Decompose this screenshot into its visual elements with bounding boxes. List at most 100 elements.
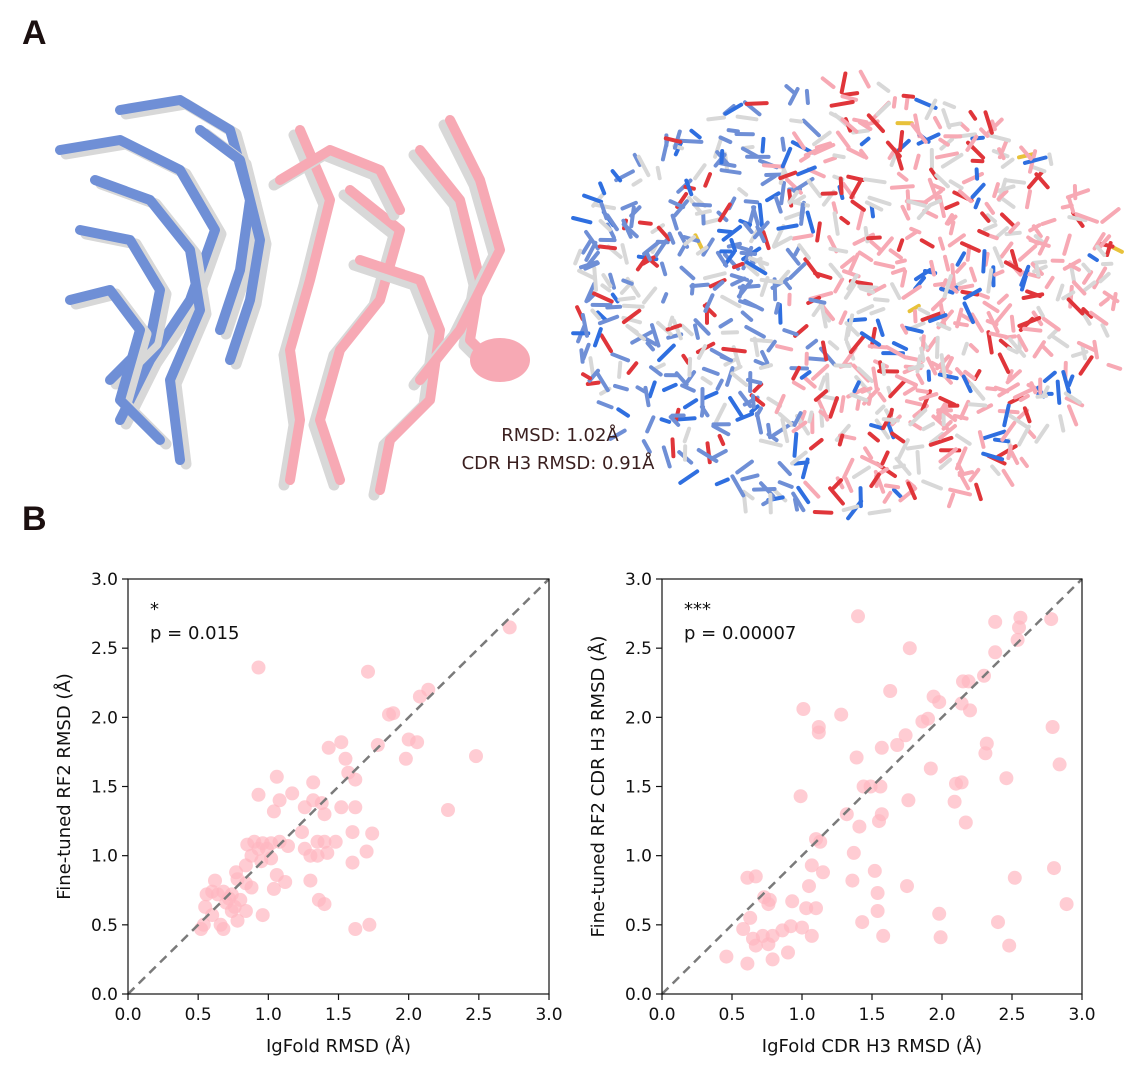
residue-stick (631, 178, 643, 187)
residue-stick (938, 424, 957, 440)
residue-stick (788, 262, 807, 280)
residue-stick (760, 136, 766, 154)
residue-stick (672, 199, 689, 218)
scatter-point (765, 928, 780, 943)
residue-stick (905, 444, 925, 451)
residue-stick (906, 199, 927, 208)
residue-stick (641, 439, 652, 454)
residue-stick (610, 292, 620, 304)
y-tick-label: 1.0 (91, 847, 118, 867)
scatter-point (224, 904, 239, 918)
residue-stick (901, 284, 922, 300)
residue-stick (777, 461, 792, 476)
residue-stick (956, 462, 965, 475)
x-tick-label: 0.0 (648, 1005, 675, 1025)
heavy-chain-ribbon (195, 125, 265, 365)
panel-label-b: B (22, 500, 47, 538)
residue-stick (1006, 346, 1019, 355)
heavy-chain-ribbon (115, 95, 255, 335)
residue-stick (869, 239, 882, 252)
residue-stick (766, 422, 772, 440)
scatter-point (961, 674, 976, 689)
residue-stick (809, 438, 824, 451)
residue-stick (1095, 244, 1107, 257)
residue-stick (749, 404, 760, 414)
residue-stick (936, 402, 949, 415)
residue-stick (871, 366, 879, 391)
scatter-chart-overall-rmsd: 0.0 0.5 1.0 1.5 2.0 2.5 3.0 0.0 0.5 1.0 1.5 2.0 2.5 3… (53, 570, 563, 1057)
residue-stick (751, 205, 760, 227)
residue-stick (780, 136, 786, 152)
residue-stick (694, 209, 712, 216)
residue-stick (941, 420, 953, 431)
residue-stick (1010, 249, 1019, 269)
residue-stick (925, 336, 938, 353)
residue-stick (1018, 394, 1030, 402)
scatter-point (502, 620, 517, 635)
residue-stick (1000, 421, 1017, 442)
residue-stick (785, 177, 803, 195)
scatter-point (412, 689, 427, 704)
residue-stick (1006, 412, 1028, 429)
residue-stick (942, 274, 953, 299)
residue-stick (940, 152, 964, 169)
residue-stick (637, 220, 653, 226)
residue-stick (928, 435, 954, 447)
residue-stick (888, 378, 908, 399)
residue-stick (926, 369, 932, 382)
residue-stick (715, 378, 724, 391)
scatter-point (334, 800, 349, 815)
residue-stick (792, 194, 807, 205)
residue-stick (852, 380, 861, 394)
scatter-point (266, 881, 281, 896)
residue-stick (1028, 223, 1042, 233)
residue-stick (793, 497, 799, 512)
residue-stick (632, 152, 642, 167)
residue-stick (982, 300, 1000, 314)
scatter-point (867, 863, 882, 878)
scatter-point (811, 725, 826, 740)
scatter-point (297, 800, 312, 815)
residue-stick (1005, 369, 1022, 385)
scatter-point (469, 749, 483, 764)
residue-stick (758, 363, 773, 370)
residue-stick (1029, 164, 1047, 174)
scatter-point (1010, 632, 1025, 647)
residue-stick (792, 432, 799, 458)
residue-stick (833, 363, 852, 368)
residue-stick (811, 302, 823, 317)
residue-stick (923, 189, 943, 205)
residue-stick (656, 320, 673, 337)
residue-stick (876, 236, 894, 256)
scatter-point (783, 919, 798, 934)
residue-stick (867, 195, 892, 207)
residue-stick (997, 352, 1011, 374)
residue-stick (986, 330, 994, 355)
residue-stick (1100, 207, 1121, 224)
scatter-point (719, 949, 734, 964)
residue-stick (791, 233, 814, 241)
residue-stick (915, 354, 922, 374)
residue-stick (1047, 152, 1054, 166)
residue-stick (764, 172, 786, 177)
scatter-point (870, 904, 885, 918)
residue-stick (974, 482, 983, 502)
scatter-point (216, 922, 231, 936)
residue-stick (711, 424, 731, 437)
scatter-point (883, 684, 898, 698)
plot-frame (127, 578, 550, 995)
residue-stick (582, 193, 604, 204)
residue-stick (869, 326, 877, 349)
residue-stick (752, 336, 760, 358)
residue-stick (723, 102, 744, 116)
plot-frame (661, 578, 1083, 995)
residue-stick (869, 423, 884, 431)
residue-stick (778, 170, 798, 181)
residue-stick (720, 294, 742, 309)
residue-stick (812, 130, 832, 147)
scatter-point (743, 910, 758, 925)
residue-stick (1044, 275, 1055, 290)
helix-ribbon (470, 338, 530, 382)
residue-stick (812, 510, 834, 515)
scatter-point (874, 740, 889, 755)
